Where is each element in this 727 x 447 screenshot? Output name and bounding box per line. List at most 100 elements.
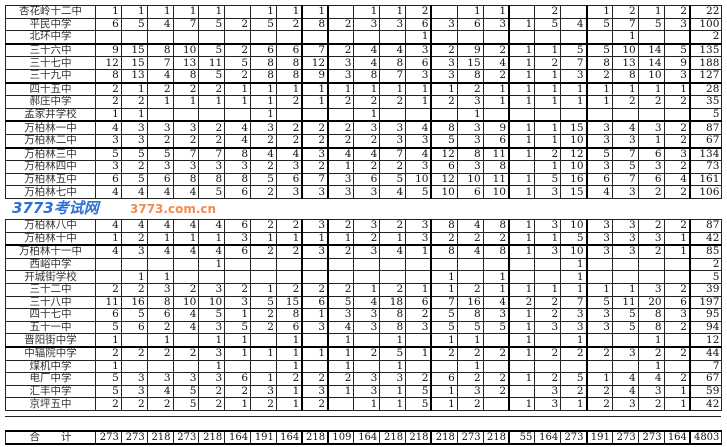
value-cell: 1 [456, 107, 484, 122]
value-cell: 1 [456, 333, 484, 348]
value-cell: 1 [379, 359, 407, 374]
value-cell [663, 359, 691, 374]
value-cell: 1 [663, 397, 691, 411]
value-cell: 7 [379, 68, 407, 84]
value-cell: 5 [663, 42, 691, 58]
value-cell: 2 [275, 120, 303, 135]
value-cell: 1 [301, 5, 329, 19]
value-cell: 5 [534, 17, 562, 32]
value-cell: 1 [637, 133, 665, 149]
value-cell: 6 [95, 17, 122, 32]
value-cell: 2 [275, 133, 303, 149]
value-cell: 3 [327, 68, 355, 84]
value-cell: 3 [585, 133, 613, 149]
value-cell: 2 [456, 231, 484, 246]
value-cell [560, 30, 588, 45]
value-cell: 1 [560, 257, 588, 272]
value-cell: 3 [224, 160, 252, 174]
value-cell: 4 [611, 120, 639, 135]
value-cell: 6 [95, 172, 122, 187]
value-cell: 5 [611, 160, 639, 174]
value-cell: 2 [146, 397, 174, 411]
value-cell: 5 [430, 133, 458, 149]
value-cell: 8 [224, 172, 252, 187]
value-cell [405, 270, 432, 284]
value-cell: 2 [637, 219, 665, 233]
value-cell: 1 [353, 282, 381, 297]
value-cell: 1 [508, 56, 536, 70]
value-cell [353, 257, 381, 272]
value-cell [327, 257, 355, 272]
value-cell: 11 [95, 295, 122, 310]
row-total: 12 [688, 333, 723, 348]
value-cell: 2 [172, 81, 200, 97]
value-cell: 1 [301, 81, 329, 97]
value-cell: 2 [224, 42, 252, 58]
value-cell: 1 [430, 333, 458, 348]
value-cell: 2 [482, 384, 510, 399]
row-total: 44 [688, 345, 723, 361]
value-cell: 2 [275, 244, 303, 259]
value-cell [95, 270, 122, 284]
value-cell: 1 [95, 107, 122, 122]
value-cell [405, 333, 432, 348]
value-cell: 2 [120, 231, 148, 246]
row-total: 67 [688, 133, 723, 149]
value-cell: 1 [224, 95, 252, 109]
value-cell: 1 [611, 81, 639, 97]
value-cell: 6 [95, 308, 122, 322]
value-cell: 2 [198, 120, 226, 135]
value-cell: 2 [224, 282, 252, 297]
value-cell: 5 [585, 17, 613, 32]
value-cell [353, 333, 381, 348]
value-cell [560, 359, 588, 374]
value-cell: 4 [224, 133, 252, 149]
value-cell: 7 [301, 42, 329, 58]
value-cell: 5 [95, 372, 122, 386]
value-cell [482, 257, 510, 272]
value-cell: 9 [663, 56, 691, 70]
value-cell: 3 [120, 384, 148, 399]
value-cell [637, 107, 665, 122]
value-cell: 2 [379, 160, 407, 174]
value-cell: 2 [250, 397, 277, 411]
value-cell [585, 107, 613, 122]
value-cell: 2 [456, 372, 484, 386]
value-cell: 7 [611, 17, 639, 32]
value-cell: 8 [611, 68, 639, 84]
value-cell: 3 [430, 68, 458, 84]
value-cell: 3 [353, 384, 381, 399]
value-cell: 8 [198, 172, 226, 187]
table-row: 万柏林二中 3 3 2 2 2 4 2 2 2 2 2 3 3 5 3 6 1 1 10 3 3 1 2 67 [5, 133, 723, 149]
value-cell: 8 [146, 295, 174, 310]
school-name: 万柏林三中 [5, 146, 96, 162]
value-cell: 1 [508, 282, 536, 297]
value-cell: 3 [172, 120, 200, 135]
table-row: 万柏林一中 4 3 3 3 2 4 3 2 2 2 3 3 4 8 3 9 1 1 15 3 4 3 2 87 [5, 120, 723, 135]
value-cell [301, 359, 329, 374]
value-cell [301, 107, 329, 122]
value-cell: 8 [456, 308, 484, 322]
value-cell [663, 270, 691, 284]
row-total: 188 [688, 56, 723, 70]
value-cell: 3 [585, 120, 613, 135]
value-cell: 2 [430, 42, 458, 58]
school-name: 万柏林四中 [5, 160, 96, 174]
value-cell: 2 [146, 81, 174, 97]
value-cell [663, 107, 691, 122]
value-cell [301, 257, 329, 272]
value-cell [327, 107, 355, 122]
value-cell: 5 [250, 17, 277, 32]
value-cell: 3 [456, 160, 484, 174]
value-cell: 10 [482, 185, 510, 199]
value-cell: 4 [611, 372, 639, 386]
value-cell: 1 [198, 231, 226, 246]
value-cell: 6 [275, 42, 303, 58]
value-cell [301, 333, 329, 348]
value-cell [585, 257, 613, 272]
value-cell [198, 30, 226, 45]
value-cell: 4 [482, 295, 510, 310]
table-row: 三十九中 8 13 4 8 5 2 8 8 9 3 8 7 3 3 8 2 1 1 3 2 8 10 3 127 [5, 68, 723, 84]
row-total: 73 [688, 160, 723, 174]
table-row: 三十六中 9 15 8 10 5 2 6 6 7 2 4 4 3 2 9 2 1 1 5 5 10 14 5 135 [5, 42, 723, 58]
